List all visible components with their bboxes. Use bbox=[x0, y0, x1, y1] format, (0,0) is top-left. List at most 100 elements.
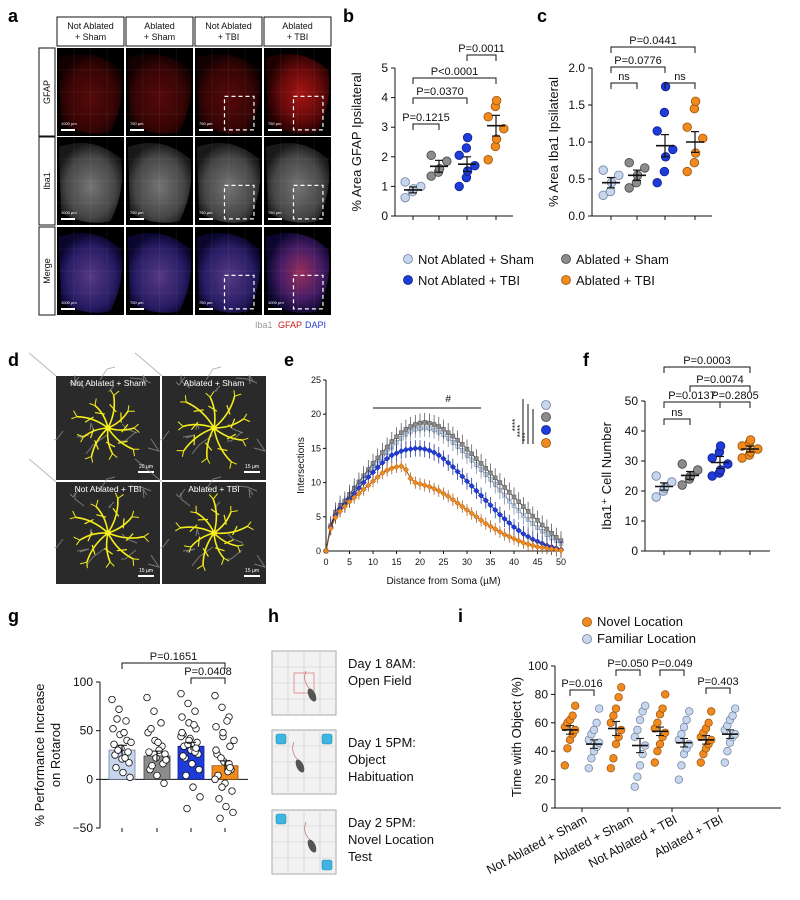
brain-section-image bbox=[266, 54, 330, 134]
comparison-bracket bbox=[689, 385, 751, 392]
y-axis-label: Time with Object (%) bbox=[509, 677, 524, 797]
data-point bbox=[223, 717, 231, 725]
column-header-box bbox=[263, 16, 332, 47]
series-marker bbox=[341, 503, 348, 510]
microglia-branch bbox=[213, 525, 248, 535]
series-marker bbox=[521, 504, 526, 509]
data-point bbox=[152, 754, 160, 762]
series-marker bbox=[469, 451, 474, 457]
series-marker bbox=[327, 525, 334, 532]
data-point bbox=[660, 81, 671, 92]
y-tick-label: 20 bbox=[535, 773, 549, 787]
microglia-branch bbox=[107, 532, 134, 560]
scale-bar-label: 1000 µm bbox=[61, 121, 77, 126]
legend-label: Ablated + TBI bbox=[576, 273, 655, 288]
series-marker bbox=[553, 546, 560, 553]
brain-section-image bbox=[128, 54, 192, 134]
data-point bbox=[108, 695, 116, 704]
comparison-bracket bbox=[663, 418, 691, 425]
series-marker bbox=[477, 492, 485, 499]
series-marker bbox=[482, 520, 489, 527]
y-tick-label: 1.5 bbox=[568, 98, 585, 112]
brain-section-image bbox=[128, 143, 192, 223]
series-marker bbox=[520, 539, 527, 546]
column-header-label: Not Ablated bbox=[205, 21, 252, 31]
inset-region-box bbox=[292, 184, 324, 220]
data-point bbox=[145, 748, 153, 756]
comparison-bracket bbox=[466, 54, 497, 61]
y-tick-label: 40 bbox=[625, 424, 639, 438]
group-marker bbox=[541, 425, 551, 435]
column-header-label: + Sham bbox=[144, 32, 175, 42]
data-point bbox=[609, 711, 618, 720]
series-marker bbox=[394, 434, 399, 439]
data-point bbox=[677, 459, 687, 469]
series-marker bbox=[436, 424, 441, 429]
y-tick-label: 15 bbox=[311, 443, 321, 453]
series-marker bbox=[455, 437, 460, 443]
series-marker bbox=[506, 519, 513, 527]
series-marker bbox=[534, 543, 541, 551]
center-zone bbox=[293, 672, 315, 694]
y-tick-label: 0 bbox=[381, 209, 388, 223]
data-point bbox=[651, 471, 661, 481]
data-point bbox=[589, 725, 599, 735]
data-point bbox=[745, 435, 756, 445]
microglia-tip bbox=[133, 423, 140, 433]
series-marker bbox=[510, 523, 518, 531]
background-process bbox=[227, 533, 244, 544]
series-marker bbox=[435, 487, 442, 494]
group-marker bbox=[541, 400, 551, 410]
legend-marker bbox=[403, 275, 413, 285]
data-point bbox=[611, 739, 621, 749]
background-process bbox=[142, 488, 148, 499]
legend-label: Novel Location bbox=[597, 614, 683, 629]
data-point bbox=[728, 711, 737, 720]
y-tick-label: 2 bbox=[381, 150, 388, 164]
background-process bbox=[235, 485, 258, 492]
data-point bbox=[707, 707, 716, 716]
series-marker bbox=[355, 490, 363, 497]
series-marker bbox=[346, 498, 353, 505]
data-point bbox=[179, 752, 187, 760]
microglia-subbranch bbox=[125, 533, 134, 542]
data-point bbox=[229, 808, 237, 817]
legend-marker bbox=[403, 254, 413, 264]
microglia-tip bbox=[229, 461, 238, 469]
background-process bbox=[253, 438, 267, 452]
series-marker bbox=[446, 430, 451, 435]
data-point bbox=[677, 761, 686, 770]
comparison-bracket bbox=[664, 82, 696, 89]
data-point bbox=[635, 761, 645, 770]
data-point bbox=[661, 690, 670, 699]
background-process bbox=[76, 548, 90, 553]
series-marker bbox=[516, 499, 521, 504]
data-point bbox=[641, 701, 650, 710]
comparison-label: P=0.0074 bbox=[696, 374, 743, 386]
series-marker bbox=[369, 478, 377, 485]
y-tick-label: 100 bbox=[528, 659, 548, 673]
data-point bbox=[216, 814, 224, 822]
column-header-label: + TBI bbox=[218, 32, 240, 42]
series-marker bbox=[459, 503, 466, 510]
data-point bbox=[696, 758, 705, 767]
scale-bar-label: 750 µm bbox=[199, 121, 213, 126]
comparison-label: P=0.1651 bbox=[150, 651, 197, 663]
data-point bbox=[611, 704, 621, 713]
legend-label: Ablated + Sham bbox=[576, 252, 669, 267]
microglia-subbranch bbox=[91, 544, 96, 555]
data-point bbox=[499, 123, 509, 134]
data-point bbox=[633, 772, 642, 781]
series-marker bbox=[365, 474, 372, 481]
data-point bbox=[112, 763, 120, 772]
row-label-box bbox=[38, 226, 56, 316]
x-tick-label: 45 bbox=[532, 557, 542, 567]
series-marker bbox=[426, 447, 433, 454]
scale-bar-label: 750 µm bbox=[130, 300, 144, 305]
brain-section-image bbox=[197, 54, 261, 134]
y-axis-label: on Rotarod bbox=[48, 723, 63, 787]
legend-marker bbox=[561, 254, 571, 264]
background-process bbox=[89, 422, 94, 431]
background-process bbox=[147, 438, 161, 452]
object-icon bbox=[321, 733, 333, 745]
